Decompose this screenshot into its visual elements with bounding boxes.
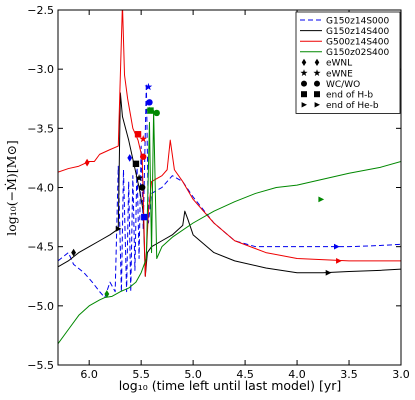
legend-marker-square [314,91,320,98]
marker-triangle-g150z02s400 [318,196,325,203]
legend-label-g150z14s000: G150z14S000 [326,16,389,26]
x-tick-label: 3.5 [340,368,358,381]
marker-triangle-g500z14s400 [336,257,342,264]
x-tick-label: 5.0 [184,368,202,381]
y-axis-label: log₁₀(−Ṁ)[M⊙] [4,140,19,236]
marker-diamond-g150z14s400 [71,248,76,257]
legend-label-g500z14s400: G500z14S400 [326,38,389,48]
marker-triangle-g150z14s400 [115,226,122,232]
legend-label-circle: WC/WO [326,80,360,90]
y-tick-label: −3.5 [27,122,54,135]
legend-marker-diamond [314,58,320,66]
legend-marker-star [300,69,308,77]
y-tick-label: −4.0 [27,182,54,195]
legend-label-diamond: eWNL [326,59,352,69]
legend-label-g150z14s400: G150z14S400 [326,27,389,37]
legend-label-g150z02s400: G150z02S400 [326,48,389,58]
marker-circle-g150z14s400 [138,184,146,191]
y-tick-label: −5.5 [27,359,54,372]
y-tick-label: −5.0 [27,300,54,313]
legend-marker-triangle [314,102,320,108]
legend-marker-star [313,69,321,77]
marker-triangle-g150z14s000 [333,243,340,250]
marker-star-g150z14s400 [135,174,143,182]
legend: G150z14S000G150z14S400G500z14S400G150z02… [295,11,401,114]
marker-circle-g150z14s000 [146,99,153,106]
marker-square-g150z02s400 [147,107,154,114]
x-tick-label: 3.0 [392,368,410,381]
legend-marker-square [301,91,307,98]
marker-star-g500z14s400 [139,134,148,143]
y-tick-label: −2.5 [27,4,54,17]
series-line-g150z02s400 [58,110,401,344]
marker-triangle-g150z14s400 [325,269,332,276]
legend-label-square: end of H-b [326,91,373,101]
marker-star-g150z14s000 [144,82,153,91]
x-tick-label: 6.0 [80,368,98,381]
legend-marker-circle [301,80,307,87]
x-axis-label: log₁₀ (time left until last model) [yr] [119,378,342,393]
plot-markers [71,82,342,298]
marker-square-g150z14s000 [141,213,148,221]
legend-marker-triangle [301,102,307,108]
series-line-g150z14s000 [58,82,401,299]
marker-square-g150z14s400 [132,160,140,168]
marker-diamond-g150z02s400 [104,290,110,298]
axis-ticks: 6.0 5.5 5.0 4.5 4.0 3.5 3.0 −5.5 −5.0 −4.5 −4.0 −3.… [27,4,409,381]
series-line-g150z14s400 [58,92,401,277]
marker-circle-g150z02s400 [153,109,160,117]
y-tick-label: −3.0 [27,63,54,76]
y-tick-label: −4.5 [27,241,54,254]
x-tick-label: 5.5 [132,368,150,381]
x-tick-label: 4.5 [236,368,254,381]
marker-diamond-g150z14s000 [127,154,133,162]
legend-label-star: eWNE [326,69,353,79]
legend-marker-diamond [301,58,307,66]
legend-box [295,11,401,114]
legend-marker-circle [314,80,320,87]
x-tick-label: 4.0 [288,368,306,381]
legend-label-triangle: end of He-b [326,101,379,111]
marker-diamond-g500z14s400 [84,158,90,167]
marker-circle-g500z14s400 [140,153,147,160]
marker-square-g500z14s400 [134,131,142,138]
